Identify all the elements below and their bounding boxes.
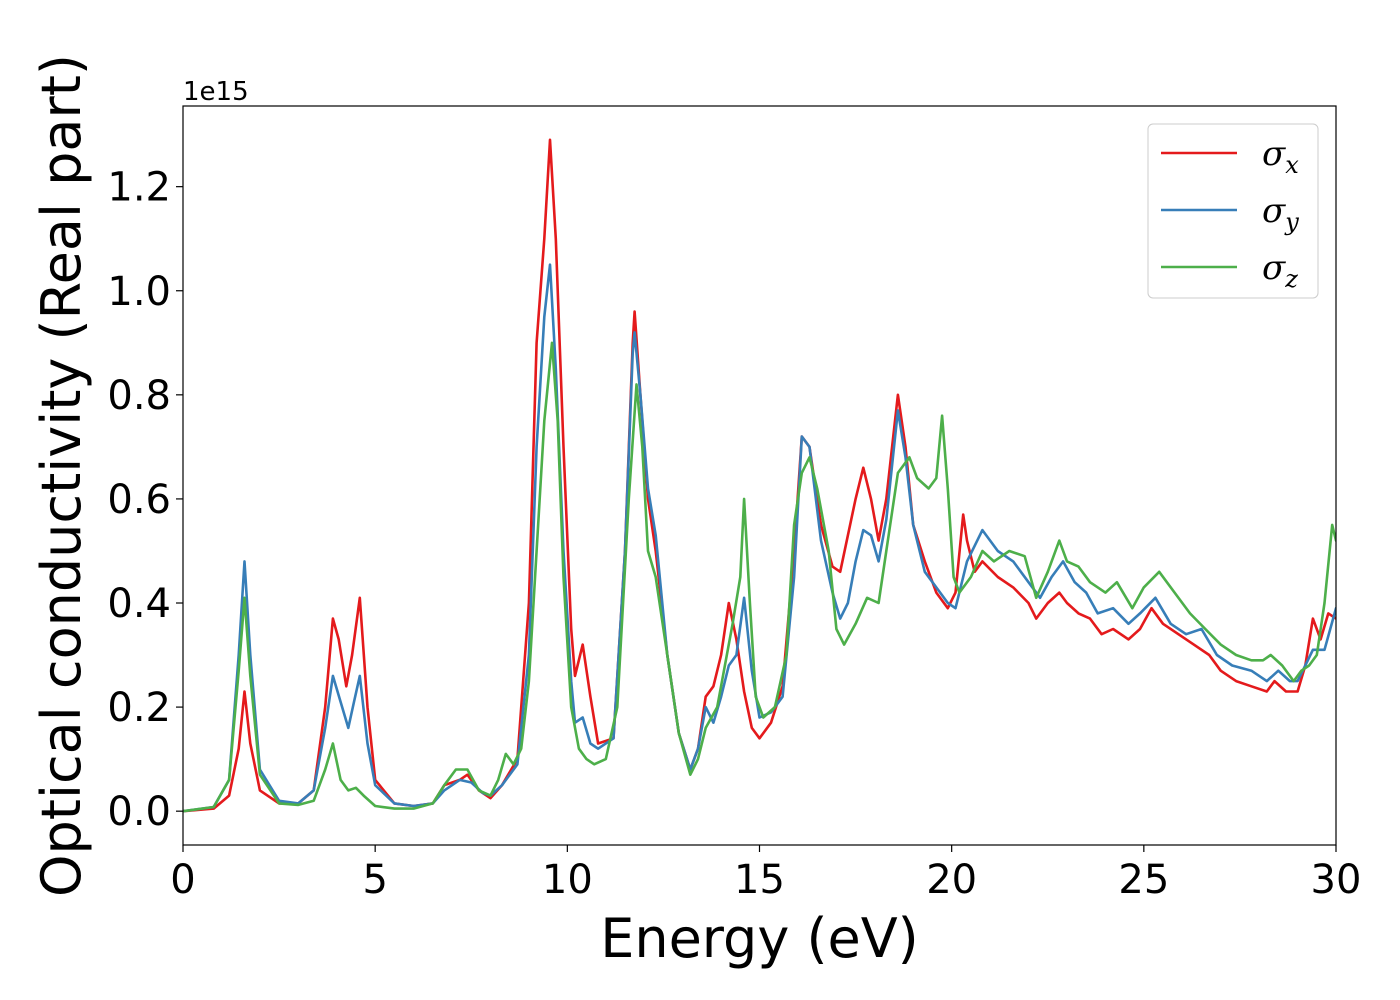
x-tick-label: 15	[734, 857, 785, 903]
y-axis-label: Optical conductivity (Real part)	[30, 54, 93, 897]
legend-label-y: σy	[1262, 191, 1299, 236]
legend-symbol: σ	[1262, 134, 1286, 174]
y-offset-label: 1e15	[183, 77, 249, 107]
series-layer	[183, 138, 1336, 813]
y-tick-label: 0.4	[107, 581, 171, 627]
legend-symbol: σ	[1262, 191, 1286, 231]
legend-subscript: x	[1285, 151, 1299, 179]
x-tick-label: 30	[1311, 857, 1362, 903]
legend-label-x: σx	[1262, 134, 1299, 179]
legend-label-z: σz	[1262, 248, 1298, 293]
y-tick-label: 1.2	[107, 165, 171, 211]
y-tick-label: 0.0	[107, 789, 171, 835]
x-tick-label: 5	[362, 857, 387, 903]
legend-subscript: z	[1284, 265, 1298, 293]
plot-area	[183, 106, 1336, 845]
y-tick-label: 0.6	[107, 477, 171, 523]
legend-symbol: σ	[1262, 248, 1286, 288]
y-tick-label: 0.8	[107, 373, 171, 419]
x-tick-label: 25	[1118, 857, 1169, 903]
x-tick-label: 20	[926, 857, 977, 903]
series-line-y	[183, 263, 1336, 813]
legend-subscript: y	[1284, 208, 1299, 236]
x-axis: 0 5 10 15 20 25 30	[170, 845, 1361, 903]
x-tick-label: 0	[170, 857, 195, 903]
y-axis: 0.0 0.2 0.4 0.6 0.8 1.0 1.2	[107, 165, 183, 835]
y-tick-label: 0.2	[107, 685, 171, 731]
x-tick-label: 10	[542, 857, 593, 903]
series-line-z	[183, 341, 1336, 813]
y-tick-label: 1.0	[107, 269, 171, 315]
x-axis-label: Energy (eV)	[600, 907, 919, 970]
